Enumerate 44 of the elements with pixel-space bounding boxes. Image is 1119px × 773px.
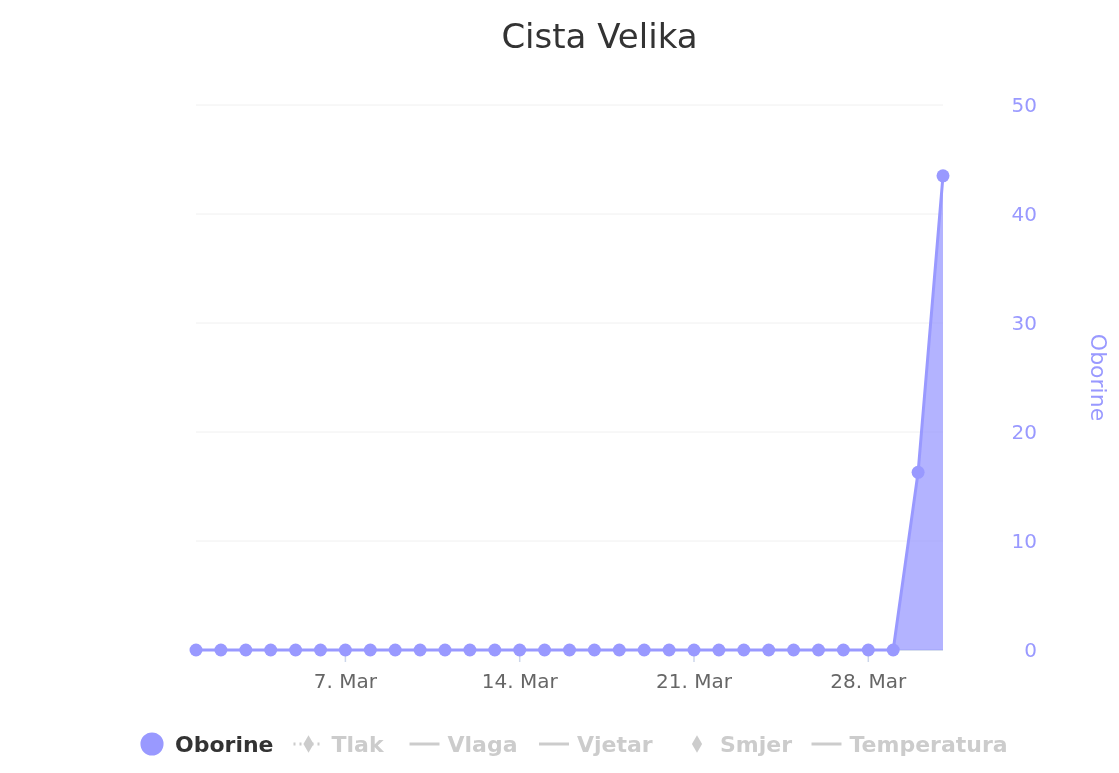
x-tick-label: 14. Mar (481, 669, 559, 693)
point (911, 465, 925, 479)
point (513, 643, 527, 657)
point (936, 169, 950, 183)
y-tick-label: 20 (1011, 420, 1037, 444)
point (612, 643, 626, 657)
point (687, 643, 701, 657)
point (538, 643, 552, 657)
point (662, 643, 676, 657)
x-tick-label: 7. Mar (313, 669, 378, 693)
point (438, 643, 452, 657)
chart-title: Cista Velika (501, 16, 698, 56)
point (463, 643, 477, 657)
y-tick-label: 30 (1011, 311, 1037, 335)
point (737, 643, 751, 657)
point (861, 643, 875, 657)
x-tick-label: 21. Mar (656, 669, 733, 693)
point (836, 643, 850, 657)
point (264, 643, 278, 657)
point (363, 643, 377, 657)
point (787, 643, 801, 657)
legend-label: Oborine (175, 732, 274, 757)
point (413, 643, 427, 657)
point (189, 643, 203, 657)
point (388, 643, 402, 657)
point (239, 643, 253, 657)
x-tick-label: 28. Mar (830, 669, 908, 693)
y-tick-label: 40 (1011, 202, 1037, 226)
y-tick-label: 10 (1011, 529, 1037, 553)
point (314, 643, 327, 657)
y-tick-label: 50 (1011, 93, 1037, 117)
point (886, 643, 900, 657)
point (812, 643, 825, 657)
point (712, 643, 726, 657)
point (762, 643, 776, 657)
point (563, 643, 576, 657)
y-tick-label: 0 (1024, 638, 1037, 662)
point (214, 643, 228, 657)
y-axis-title: Oborine (1086, 333, 1111, 422)
point (338, 643, 352, 657)
point (637, 643, 651, 657)
point (289, 643, 303, 657)
point (488, 643, 502, 657)
point (587, 643, 601, 657)
